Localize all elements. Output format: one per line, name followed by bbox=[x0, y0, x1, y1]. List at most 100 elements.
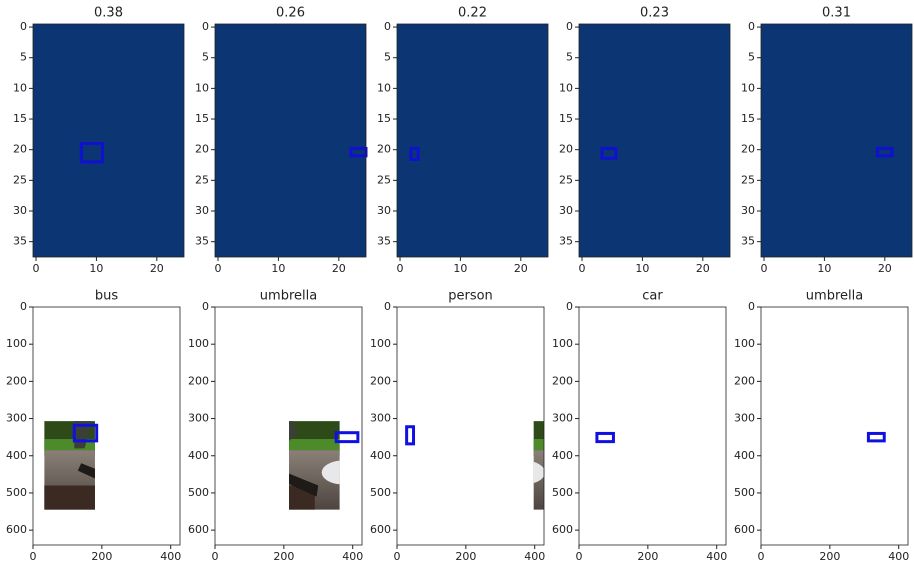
x-tick-label: 200 bbox=[455, 550, 476, 563]
y-tick-label: 30 bbox=[377, 204, 391, 217]
detection-box bbox=[595, 431, 615, 444]
heatmap bbox=[761, 24, 912, 257]
y-tick-label: 0 bbox=[20, 20, 27, 33]
panel: 0.22 0 10 20 0 5 10 15 20 25 30 35 bbox=[377, 6, 549, 275]
axes-frame bbox=[214, 306, 363, 546]
y-tick-label: 5 bbox=[20, 51, 27, 64]
panel: 0.23 0 10 20 0 5 10 15 20 25 30 35 bbox=[559, 6, 731, 275]
axes-frame bbox=[396, 23, 549, 258]
y-tick-label: 10 bbox=[377, 81, 391, 94]
x-tick-label: 20 bbox=[696, 262, 710, 275]
y-tick-label: 100 bbox=[734, 337, 755, 350]
photo bbox=[44, 421, 95, 510]
panel: umbrella 0 200 400 0 100 200 300 400 500 600 bbox=[188, 289, 363, 564]
x-tick-label: 200 bbox=[819, 550, 840, 563]
y-tick-label: 100 bbox=[552, 337, 573, 350]
y-tick-label: 300 bbox=[6, 412, 27, 425]
y-tick-label: 400 bbox=[188, 449, 209, 462]
x-tick-label: 20 bbox=[150, 262, 164, 275]
y-tick-label: 35 bbox=[377, 235, 391, 248]
x-tick-label: 10 bbox=[271, 262, 285, 275]
y-tick-label: 15 bbox=[13, 112, 27, 125]
panel-title: car bbox=[642, 289, 663, 304]
panel-title: 0.23 bbox=[640, 6, 669, 21]
axes-frame bbox=[396, 306, 545, 546]
axes-frame bbox=[760, 306, 909, 546]
y-tick-label: 0 bbox=[566, 20, 573, 33]
x-tick-label: 10 bbox=[635, 262, 649, 275]
y-tick-label: 5 bbox=[202, 51, 209, 64]
y-tick-label: 0 bbox=[384, 20, 391, 33]
x-tick-label: 0 bbox=[33, 262, 40, 275]
x-tick-label: 200 bbox=[91, 550, 112, 563]
x-tick-label: 0 bbox=[576, 550, 583, 563]
y-tick-label: 35 bbox=[13, 235, 27, 248]
detection-box bbox=[79, 142, 104, 164]
y-tick-label: 100 bbox=[370, 337, 391, 350]
y-tick-label: 600 bbox=[370, 523, 391, 536]
y-tick-label: 15 bbox=[741, 112, 755, 125]
y-tick-label: 100 bbox=[188, 337, 209, 350]
axes-frame bbox=[32, 23, 185, 258]
y-tick-label: 0 bbox=[748, 300, 755, 313]
panel: umbrella 0 200 400 0 100 200 300 400 500 600 bbox=[734, 289, 909, 564]
photo bbox=[289, 421, 340, 510]
y-tick-label: 30 bbox=[195, 204, 209, 217]
panel-title: umbrella bbox=[806, 289, 863, 304]
detection-box bbox=[405, 425, 416, 446]
x-tick-label: 20 bbox=[878, 262, 892, 275]
y-tick-label: 500 bbox=[6, 486, 27, 499]
x-tick-label: 400 bbox=[524, 550, 545, 563]
x-tick-label: 0 bbox=[394, 550, 401, 563]
y-tick-label: 5 bbox=[748, 51, 755, 64]
detection-box bbox=[600, 146, 618, 160]
photo bbox=[533, 421, 546, 510]
y-tick-label: 0 bbox=[566, 300, 573, 313]
x-tick-label: 0 bbox=[761, 262, 768, 275]
y-tick-label: 15 bbox=[559, 112, 573, 125]
y-tick-label: 15 bbox=[377, 112, 391, 125]
y-tick-label: 30 bbox=[559, 204, 573, 217]
y-tick-label: 20 bbox=[377, 143, 391, 156]
y-tick-label: 30 bbox=[741, 204, 755, 217]
panel-title: 0.38 bbox=[94, 6, 123, 21]
panel-title: bus bbox=[95, 289, 118, 304]
y-tick-label: 200 bbox=[370, 374, 391, 387]
y-tick-label: 5 bbox=[384, 51, 391, 64]
x-tick-label: 20 bbox=[332, 262, 346, 275]
y-tick-label: 400 bbox=[6, 449, 27, 462]
y-tick-label: 10 bbox=[195, 81, 209, 94]
x-tick-label: 200 bbox=[273, 550, 294, 563]
x-tick-label: 10 bbox=[89, 262, 103, 275]
y-tick-label: 20 bbox=[559, 143, 573, 156]
x-tick-label: 20 bbox=[514, 262, 528, 275]
x-tick-label: 400 bbox=[342, 550, 363, 563]
panel: 0.31 0 10 20 0 5 10 15 20 25 30 35 bbox=[741, 6, 913, 275]
detection-box bbox=[876, 146, 894, 158]
y-tick-label: 400 bbox=[552, 449, 573, 462]
y-tick-label: 15 bbox=[195, 112, 209, 125]
panel-title: person bbox=[448, 289, 493, 304]
y-tick-label: 200 bbox=[734, 374, 755, 387]
y-tick-label: 400 bbox=[370, 449, 391, 462]
heatmap bbox=[579, 24, 730, 257]
x-tick-label: 0 bbox=[30, 550, 37, 563]
panel-title: 0.31 bbox=[822, 6, 851, 21]
panel: car 0 200 400 0 100 200 300 400 500 600 bbox=[552, 289, 727, 564]
panel-title: 0.22 bbox=[458, 6, 487, 21]
y-tick-label: 25 bbox=[559, 173, 573, 186]
panel-title: 0.26 bbox=[276, 6, 305, 21]
y-tick-label: 200 bbox=[552, 374, 573, 387]
heatmap bbox=[33, 24, 184, 257]
x-tick-label: 10 bbox=[453, 262, 467, 275]
heatmap bbox=[397, 24, 548, 257]
y-tick-label: 500 bbox=[734, 486, 755, 499]
y-tick-label: 600 bbox=[6, 523, 27, 536]
x-tick-label: 0 bbox=[397, 262, 404, 275]
y-tick-label: 5 bbox=[566, 51, 573, 64]
axes-frame bbox=[578, 306, 727, 546]
photo bbox=[761, 307, 909, 545]
y-tick-label: 10 bbox=[741, 81, 755, 94]
x-tick-label: 0 bbox=[758, 550, 765, 563]
